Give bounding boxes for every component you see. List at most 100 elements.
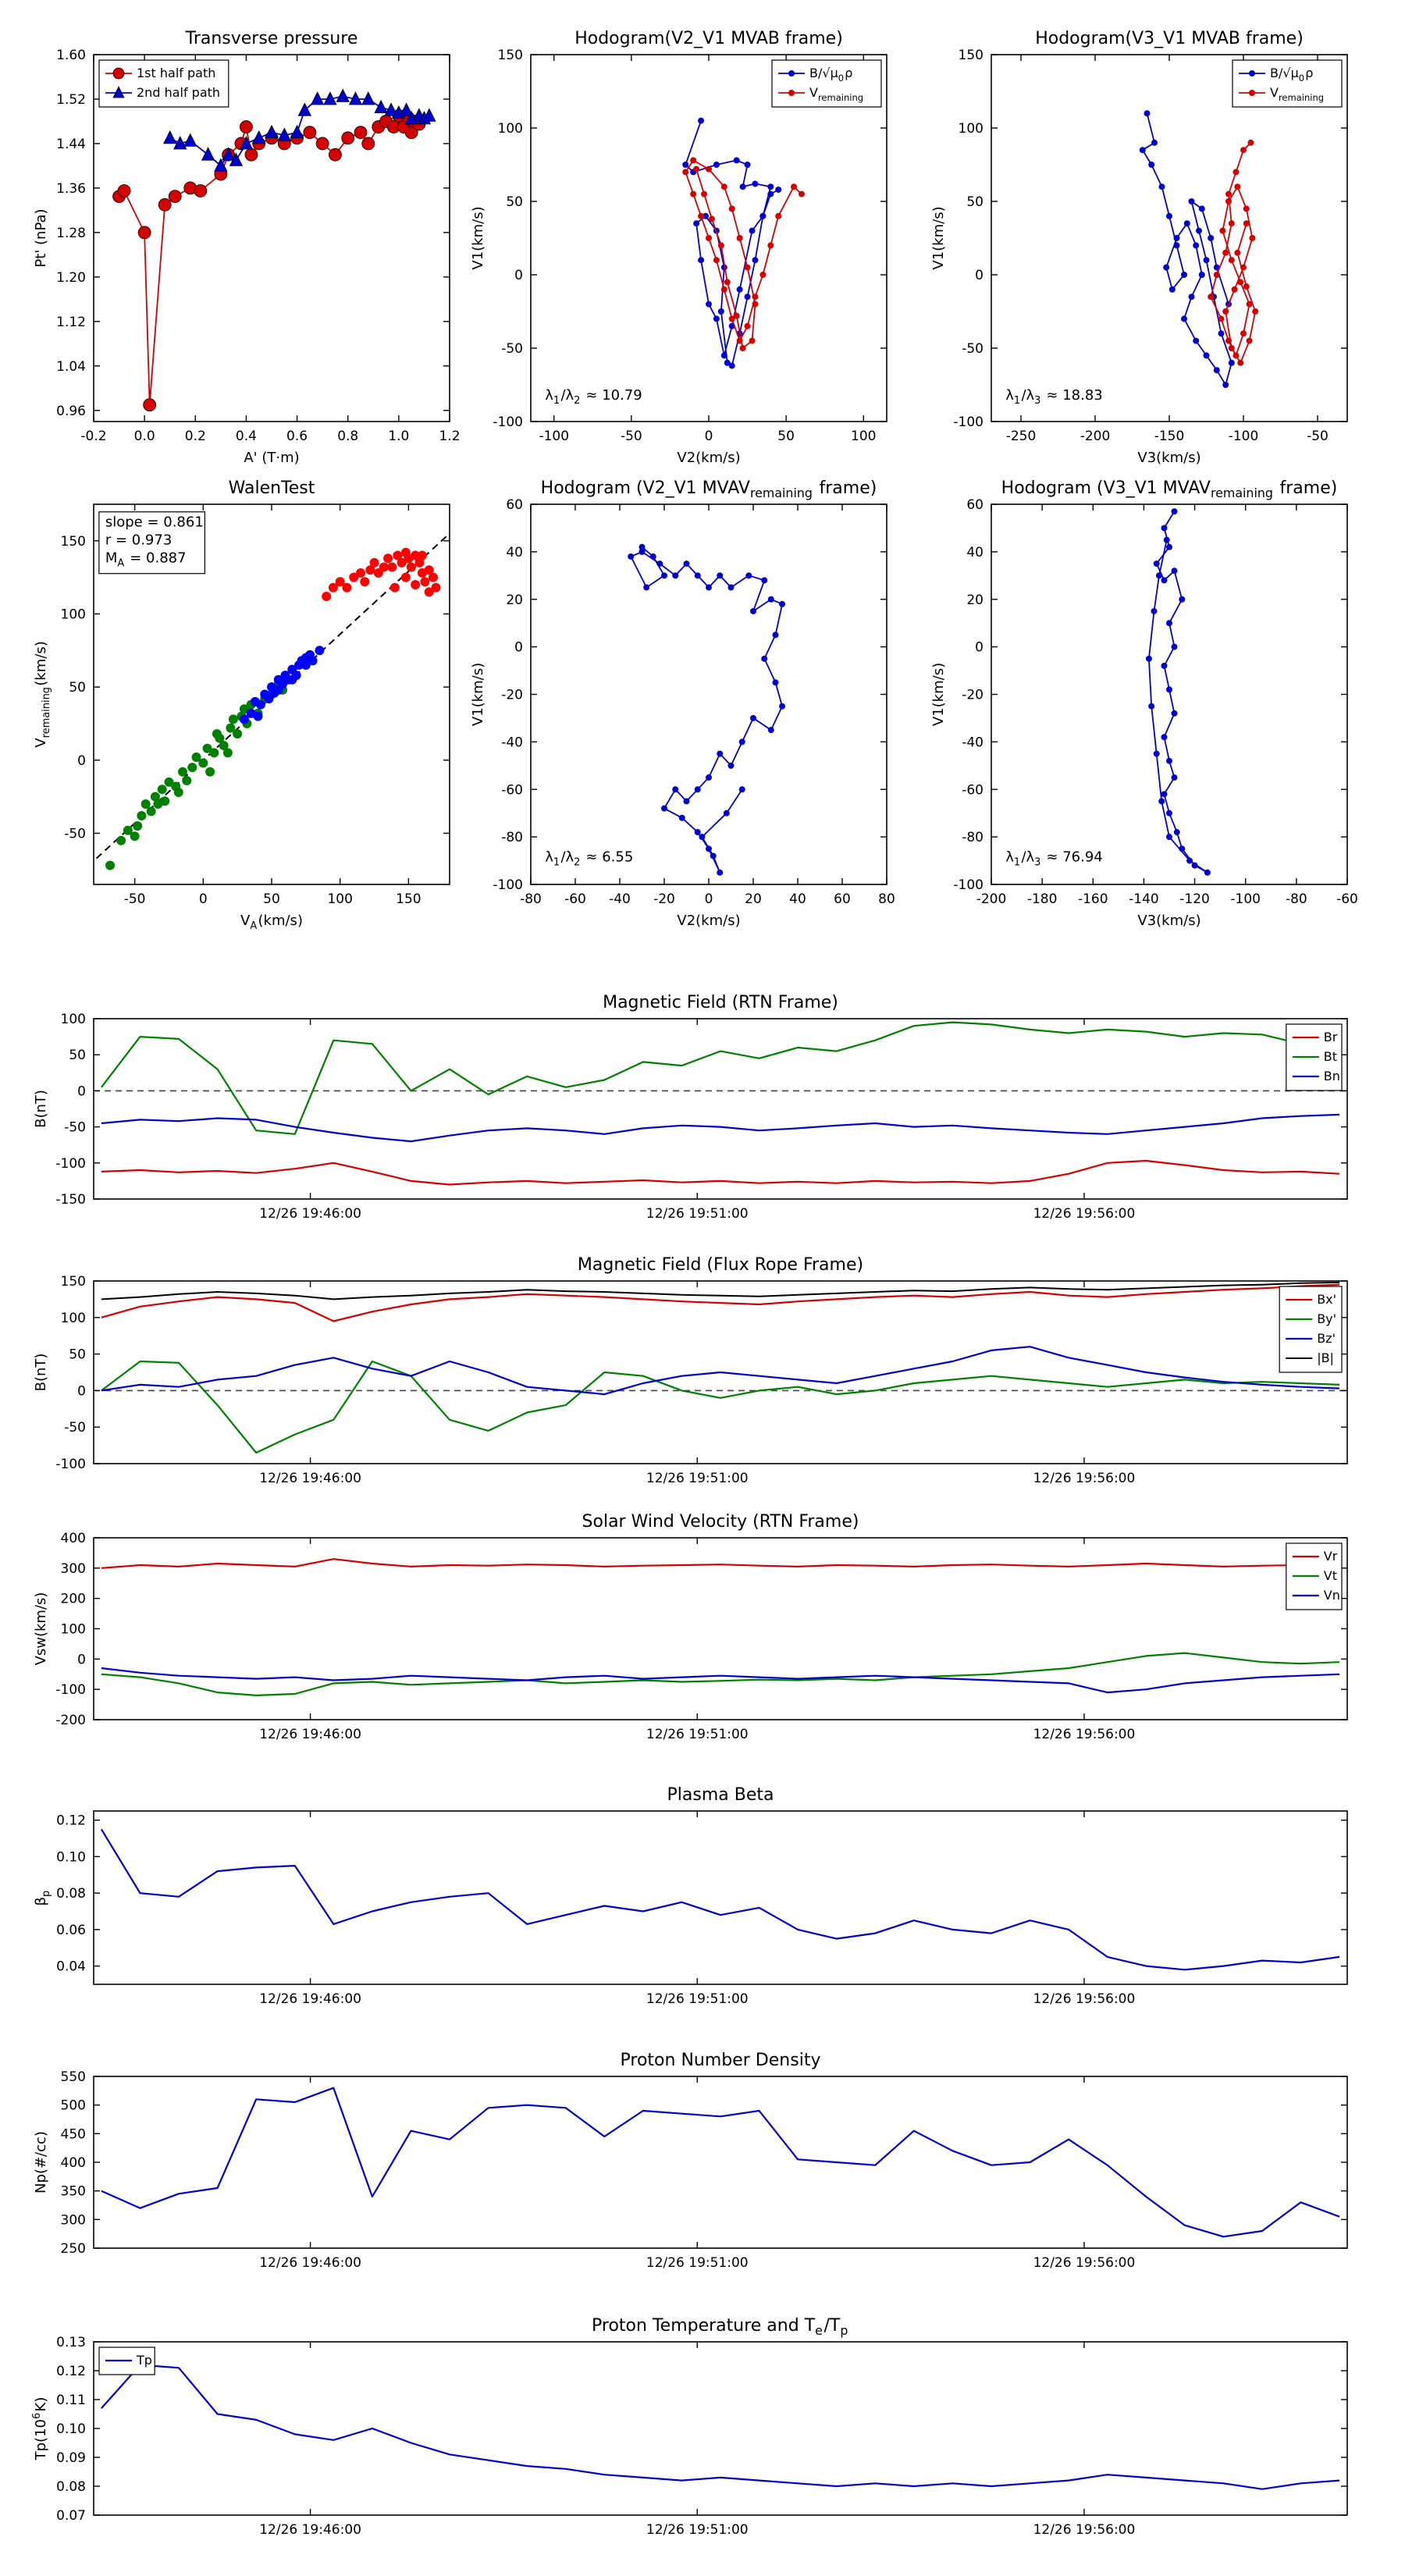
x-axis-label: V3(km/s) bbox=[1137, 450, 1200, 466]
y-tick-label: 1.12 bbox=[56, 315, 86, 330]
y-tick-label: 0.08 bbox=[56, 2479, 86, 2495]
x-tick-label: -40 bbox=[609, 891, 631, 907]
x-tick-label: -100 bbox=[539, 429, 569, 444]
chart-plasma-beta: 12/26 19:46:00 12/26 19:51:00 12/26 19:56:… bbox=[33, 1785, 1348, 2007]
legend-label: Vt bbox=[1324, 1568, 1337, 1583]
y-axis-label: V1(km/s) bbox=[930, 206, 947, 269]
chart-title: Transverse pressure bbox=[185, 29, 358, 48]
x-tick-label: -120 bbox=[1179, 891, 1210, 907]
annotation-text: λ1 /λ2 ≈ 6.55 bbox=[545, 849, 633, 868]
y-axis-label: V1(km/s) bbox=[930, 663, 947, 726]
annotation-text: r = 0.973 bbox=[105, 532, 172, 549]
legend-label: Vn bbox=[1324, 1588, 1340, 1603]
x-tick-label: 12/26 19:56:00 bbox=[1033, 1471, 1136, 1486]
x-axis-label: V3(km/s) bbox=[1137, 913, 1200, 929]
y-tick-label: 300 bbox=[61, 2212, 86, 2228]
series-beta_p bbox=[100, 1828, 1340, 1971]
series-Br bbox=[101, 1159, 1340, 1186]
x-tick-label: 0.4 bbox=[236, 429, 257, 444]
chart-title: Solar Wind Velocity (RTN Frame) bbox=[582, 1512, 859, 1532]
x-tick-label: -20 bbox=[653, 891, 675, 907]
series-Bn bbox=[101, 1113, 1340, 1143]
y-tick-label: -100 bbox=[953, 415, 984, 430]
plot-area bbox=[94, 2076, 1347, 2248]
x-tick-label: 0.6 bbox=[286, 429, 308, 444]
x-tick-label: 12/26 19:46:00 bbox=[259, 2255, 361, 2271]
plot-area bbox=[991, 55, 1347, 422]
x-tick-label: 12/26 19:51:00 bbox=[646, 2522, 749, 2538]
x-tick-label: -200 bbox=[1080, 429, 1111, 444]
legend-label: |B| bbox=[1317, 1350, 1334, 1365]
y-axis-label: Np(#/cc) bbox=[33, 2131, 49, 2194]
chart-title: Hodogram(V3_V1 MVAB frame) bbox=[1035, 29, 1304, 48]
chart-title: Plasma Beta bbox=[667, 1785, 774, 1805]
y-tick-label: 100 bbox=[959, 121, 984, 137]
x-tick-label: 0.2 bbox=[185, 429, 206, 444]
x-tick-label: -60 bbox=[1336, 891, 1358, 907]
y-tick-label: 550 bbox=[61, 2069, 86, 2085]
y-tick-label: -100 bbox=[55, 1457, 86, 1472]
y-tick-label: 400 bbox=[61, 2155, 86, 2171]
legend-label: Vremaining bbox=[809, 85, 864, 103]
y-axis-label: V1(km/s) bbox=[470, 206, 486, 269]
chart-walen-test: -50 0 50 100 150 -50 0 50 100 150 WalenTest VA (km/… bbox=[33, 479, 450, 932]
chart-title: Hodogram (V2_V1 MVAVremaining frame) bbox=[541, 479, 877, 500]
x-tick-label: 12/26 19:56:00 bbox=[1033, 2522, 1136, 2538]
y-tick-label: -80 bbox=[501, 830, 523, 845]
y-tick-label: -100 bbox=[55, 1156, 86, 1172]
y-tick-label: 0.08 bbox=[56, 1886, 86, 1902]
chart-title: Hodogram (V3_V1 MVAVremaining frame) bbox=[1001, 479, 1338, 500]
y-tick-label: -100 bbox=[953, 877, 984, 893]
y-tick-label: 0.11 bbox=[56, 2393, 86, 2408]
series-Tp bbox=[101, 2364, 1340, 2490]
y-tick-label: 50 bbox=[966, 194, 984, 210]
legend-label: Bn bbox=[1324, 1069, 1340, 1083]
x-tick-label: 0 bbox=[199, 891, 208, 907]
x-tick-label: -60 bbox=[564, 891, 586, 907]
y-axis-label: Vremaining (km/s) bbox=[33, 641, 52, 747]
y-axis-label: Pt' (nPa) bbox=[33, 208, 49, 267]
chart-hodogram-v2v1-mvav: -80 -60 -40 -20 0 20 40 60 80-100-80-60-40-20020… bbox=[470, 479, 895, 929]
y-tick-label: 40 bbox=[506, 545, 523, 560]
annotation-text: slope = 0.861 bbox=[105, 514, 204, 531]
chart-hodogram-v2v1-mvab: -100 -50 0 50 100 -100 -50 0 50 100 150 Hodogram(V2… bbox=[470, 29, 887, 466]
x-tick-label: 0 bbox=[705, 429, 713, 444]
y-tick-label: -60 bbox=[962, 782, 984, 798]
x-tick-label: 20 bbox=[745, 891, 762, 907]
x-tick-label: -180 bbox=[1027, 891, 1058, 907]
x-tick-label: 40 bbox=[789, 891, 806, 907]
y-tick-label: 350 bbox=[61, 2184, 86, 2200]
x-tick-label: -0.2 bbox=[80, 429, 106, 444]
y-tick-label: -50 bbox=[962, 341, 984, 357]
chart-mag-field-rtn: 12/26 19:46:00 12/26 19:51:00 12/26 19:56:… bbox=[33, 993, 1348, 1222]
x-tick-label: 60 bbox=[834, 891, 851, 907]
y-tick-label: -20 bbox=[501, 688, 523, 703]
series-V_{remaining} bbox=[685, 159, 802, 349]
y-tick-label: -80 bbox=[962, 830, 984, 845]
y-tick-label: 0.12 bbox=[56, 1813, 86, 1829]
y-tick-label: 1.44 bbox=[56, 137, 86, 152]
x-tick-label: 12/26 19:56:00 bbox=[1033, 1727, 1136, 1742]
y-tick-label: 200 bbox=[61, 1592, 86, 1607]
legend-label: Bx' bbox=[1317, 1292, 1336, 1307]
x-tick-label: 12/26 19:56:00 bbox=[1033, 2255, 1136, 2271]
x-tick-label: 100 bbox=[327, 891, 352, 907]
y-tick-label: 0.07 bbox=[56, 2508, 86, 2524]
y-tick-label: 50 bbox=[69, 1048, 86, 1063]
x-tick-label: 12/26 19:51:00 bbox=[646, 1991, 749, 2007]
chart-title: Magnetic Field (RTN Frame) bbox=[603, 993, 838, 1012]
x-tick-label: 12/26 19:51:00 bbox=[646, 1727, 749, 1742]
axes-frame bbox=[93, 1810, 1348, 1985]
y-tick-label: 100 bbox=[61, 607, 86, 622]
annotation-text: λ1 /λ2 ≈ 10.79 bbox=[545, 387, 642, 407]
series-Vr bbox=[101, 1558, 1340, 1569]
chart-title: WalenTest bbox=[229, 479, 315, 498]
y-tick-label: 1.60 bbox=[56, 48, 86, 63]
y-tick-label: -50 bbox=[64, 1420, 86, 1436]
x-tick-label: -80 bbox=[520, 891, 542, 907]
x-tick-label: 12/26 19:51:00 bbox=[646, 1206, 749, 1222]
x-tick-label: 12/26 19:46:00 bbox=[259, 1991, 361, 2007]
y-axis-label: V1(km/s) bbox=[470, 663, 486, 726]
y-tick-label: 60 bbox=[966, 497, 984, 513]
